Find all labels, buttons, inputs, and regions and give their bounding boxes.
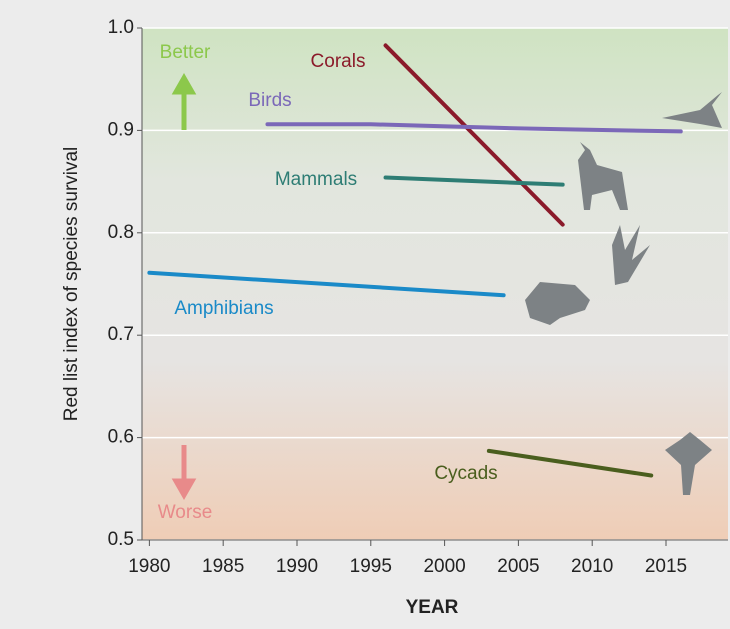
y-tick-label: 1.0 [108, 17, 134, 38]
y-tick-label: 0.7 [108, 324, 134, 345]
chart: Red list index of species survival YEAR … [0, 0, 730, 629]
x-tick-label: 2000 [423, 556, 465, 577]
x-tick-label: 1990 [276, 556, 318, 577]
x-tick-label: 1985 [202, 556, 244, 577]
y-tick-label: 0.9 [108, 119, 134, 140]
x-tick-label: 1995 [350, 556, 392, 577]
y-tick-label: 0.5 [108, 529, 134, 550]
x-tick-label: 1980 [128, 556, 170, 577]
series-label: Birds [248, 90, 291, 111]
x-tick-label: 2015 [645, 556, 687, 577]
series-label: Corals [311, 51, 366, 72]
annotation: Better [160, 42, 211, 63]
x-tick-label: 2010 [571, 556, 613, 577]
series-label: Amphibians [174, 298, 273, 319]
y-axis-label: Red list index of species survival [61, 147, 82, 422]
y-tick-label: 0.8 [108, 222, 134, 243]
y-tick-label: 0.6 [108, 427, 134, 448]
series-label: Mammals [275, 169, 357, 190]
series-label: Cycads [434, 463, 497, 484]
annotation: Worse [158, 502, 213, 523]
x-axis-label: YEAR [406, 597, 459, 618]
x-tick-label: 2005 [497, 556, 539, 577]
